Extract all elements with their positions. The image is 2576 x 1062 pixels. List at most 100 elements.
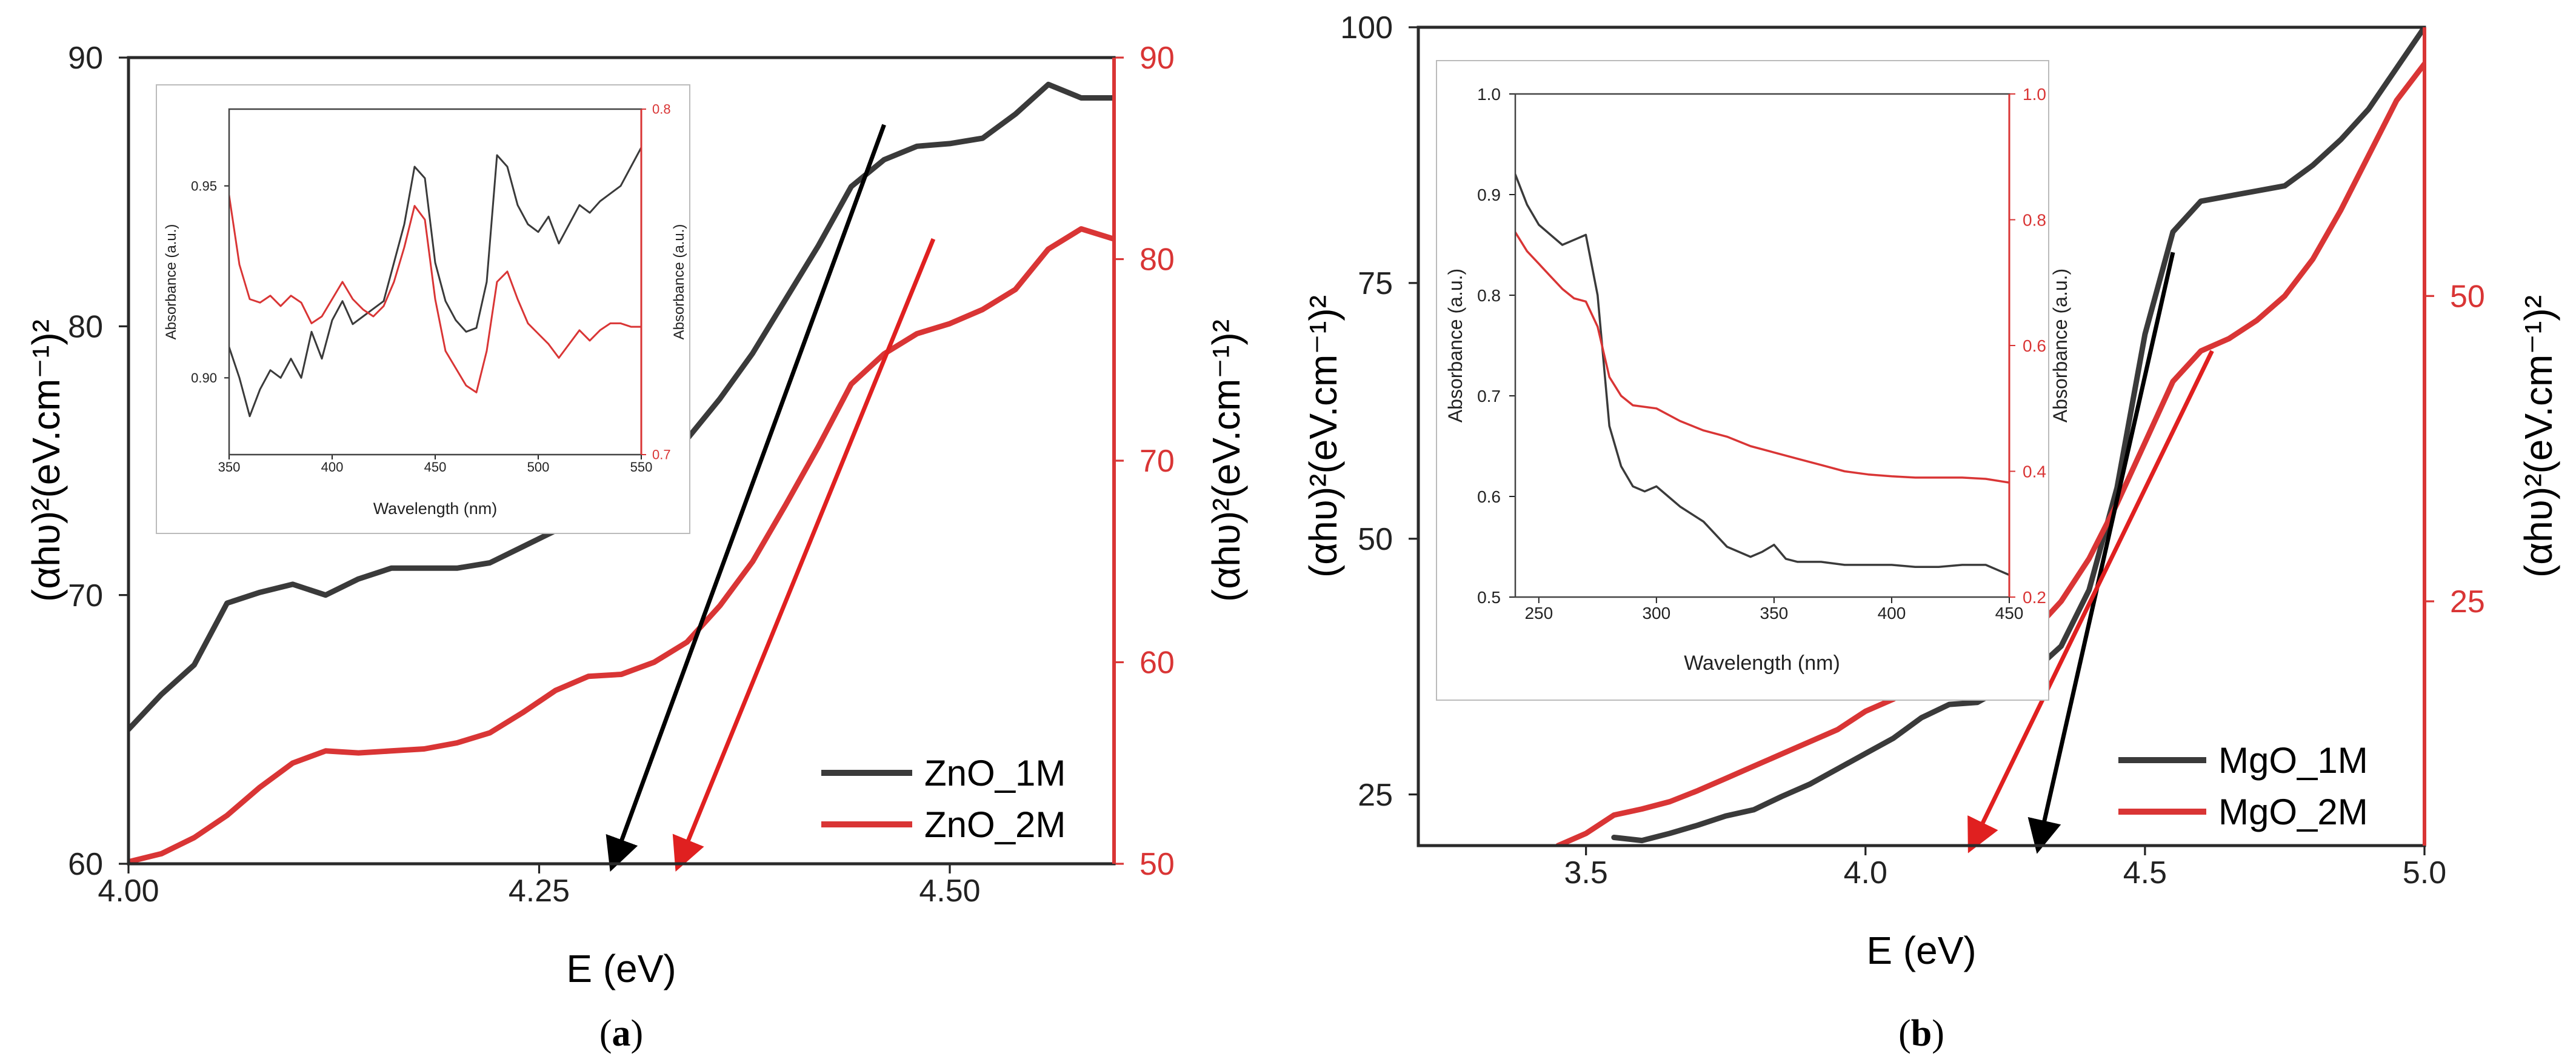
- panel-b-x-tick-label: 5.0: [2403, 855, 2446, 890]
- panel-b-tangent-arrow-red: [1967, 350, 2214, 853]
- panel-a-inset-right-label-group: Absorbance (a.u.): [671, 224, 687, 340]
- panel-a-y-left-tick-label: 80: [68, 310, 103, 345]
- panel-b-x-tick-label: 4.5: [2123, 855, 2167, 890]
- panel-a-inset-ticks: 350 400 450 500 550 0.90 0.95 0.7 0.8: [191, 102, 670, 475]
- panel-a-legend-label-1: ZnO_1M: [924, 753, 1066, 793]
- panel-b-inset-right-label-group: Absorbance (a.u.): [2049, 269, 2071, 422]
- panel-b-x-tick-label: 3.5: [1564, 855, 1608, 890]
- panel-b-inset-y-left-tick-label: 1.0: [1477, 85, 1501, 104]
- panel-a-arrows: [606, 124, 936, 872]
- panel-a-y-right-tick-label: 90: [1140, 41, 1175, 76]
- panel-b-left-y-axis-label: (αhυ)²(eV.cm⁻¹)²: [1301, 295, 1345, 578]
- panel-a-inset-left-y-label: Absorbance (a.u.): [163, 224, 179, 340]
- panel-a-inset-x-tick-label: 500: [527, 459, 550, 475]
- panel-b-inset-y-right-tick-label: 1.0: [2023, 85, 2046, 104]
- panel-a-inset-y-left-tick-label: 0.90: [191, 370, 217, 386]
- panel-b-inset-series: [1515, 173, 2009, 576]
- panel-a-y-left-tick-label: 60: [68, 847, 103, 882]
- panel-b-inset-ticks: 250 300 350 400 450 0.5 0.6 0.7 0.8 0.9 1.0 0.2 0.4 0…: [1477, 85, 2046, 623]
- panel-b-inset-x-axis-label: Wavelength (nm): [1684, 652, 1840, 675]
- panel-b-inset-right-y-label: Absorbance (a.u.): [2049, 269, 2071, 422]
- panel-a-x-axis-label: E (eV): [566, 947, 676, 990]
- panel-a-inset-x-tick-label: 450: [424, 459, 447, 475]
- panel-b-inset-series-mgo-1m: [1515, 173, 2009, 576]
- panel-a-y-right-tick-label: 60: [1140, 646, 1175, 681]
- panel-b-y-left-tick-label: 25: [1358, 778, 1393, 813]
- panel-a-inset-left-label-group: Absorbance (a.u.): [163, 224, 179, 340]
- panel-b-left-y-label-group: (αhυ)²(eV.cm⁻¹)²: [1301, 295, 1345, 578]
- panel-a-main-plot: 4.00 4.25 4.50 60 70 80 90 50 60 70 80 90: [68, 41, 1175, 909]
- panel-a-inset-x-tick-label: 400: [321, 459, 344, 475]
- panel-b-x-axis-label: E (eV): [1866, 929, 1976, 972]
- panel-a-inset: 350 400 450 500 550 0.90 0.95 0.7 0.8 Wavelength…: [156, 84, 690, 534]
- panel-a-inset-y-right-tick-label: 0.7: [652, 447, 671, 463]
- panel-a-tangent-arrow-red: [672, 238, 936, 872]
- panel-b-inset-y-left-tick-label: 0.5: [1477, 588, 1501, 607]
- panel-b-arrows: [1967, 252, 2214, 854]
- panel-b-inset-left-label-group: Absorbance (a.u.): [1444, 269, 1466, 422]
- panel-a-ticks: 4.00 4.25 4.50 60 70 80 90 50 60 70 80 90: [68, 41, 1175, 909]
- panel-a-caption-letter: a: [612, 1013, 631, 1054]
- panel-a-legend-label-2: ZnO_2M: [924, 804, 1066, 845]
- panel-a: 4.00 4.25 4.50 60 70 80 90 50 60 70 80 90 E (eV) (α…: [24, 41, 1248, 1054]
- panel-a-inset-background: [156, 84, 690, 534]
- panel-b-inset-y-right-tick-label: 0.4: [2023, 462, 2046, 481]
- panel-a-left-y-label-group: (αhυ)²(eV.cm⁻¹)²: [24, 319, 68, 602]
- panel-b-y-right-tick-label: 50: [2450, 279, 2485, 314]
- panel-a-inset-x-tick-label: 350: [218, 459, 241, 475]
- panel-b-inset-y-left-tick-label: 0.6: [1477, 487, 1501, 506]
- panel-a-inset-y-right-tick-label: 0.8: [652, 102, 671, 117]
- panel-b-inset: 250 300 350 400 450 0.5 0.6 0.7 0.8 0.9 1.0 0.2 0.4 0…: [1436, 60, 2071, 701]
- panel-b-legend-label-2: MgO_2M: [2218, 792, 2368, 832]
- panel-b-legend: MgO_1M MgO_2M: [2118, 740, 2368, 832]
- panel-b-ticks: 3.5 4.0 4.5 5.0 25 50 75 100 25 50: [1340, 10, 2485, 890]
- panel-a-legend: ZnO_1M ZnO_2M: [821, 753, 1066, 845]
- panel-a-y-right-tick-label: 70: [1140, 444, 1175, 479]
- panel-a-y-right-tick-label: 50: [1140, 847, 1175, 882]
- panel-b-caption-letter: b: [1911, 1013, 1932, 1054]
- panel-b-inset-y-right-tick-label: 0.2: [2023, 588, 2046, 607]
- panel-b-inset-x-tick-label: 350: [1760, 604, 1789, 623]
- panel-b-tangent-arrow-black: [2027, 252, 2175, 854]
- panel-b-inset-x-tick-label: 400: [1878, 604, 1906, 623]
- panel-a-left-y-axis-label: (αhυ)²(eV.cm⁻¹)²: [24, 319, 68, 602]
- panel-b-inset-y-left-tick-label: 0.9: [1477, 185, 1501, 204]
- panel-b-inset-x-tick-label: 450: [1995, 604, 2024, 623]
- panel-b-inset-left-y-label: Absorbance (a.u.): [1444, 269, 1466, 422]
- panel-a-right-y-label-group: (αhυ)²(eV.cm⁻¹)²: [1204, 319, 1248, 602]
- panel-a-inset-y-left-tick-label: 0.95: [191, 178, 217, 193]
- panel-a-y-left-tick-label: 70: [68, 578, 103, 613]
- panel-b-right-y-label-group: (αhυ)²(eV.cm⁻¹)²: [2517, 295, 2560, 578]
- panel-a-x-tick-label: 4.50: [919, 873, 980, 909]
- panel-b-inset-x-tick-label: 250: [1524, 604, 1553, 623]
- panel-a-y-right-tick-label: 80: [1140, 242, 1175, 278]
- panel-b-y-right-tick-label: 25: [2450, 584, 2485, 620]
- panel-b-inset-y-right-tick-label: 0.6: [2023, 336, 2046, 355]
- panel-a-series-zno-2m: [128, 226, 1114, 864]
- panel-a-inset-series-zno-2m: [229, 195, 641, 393]
- panel-b: 3.5 4.0 4.5 5.0 25 50 75 100 25 50 E (eV) (αhυ)²(…: [1301, 10, 2560, 1054]
- panel-b-inset-y-right-tick-label: 0.8: [2023, 210, 2046, 229]
- panel-a-inset-x-axis-label: Wavelength (nm): [373, 499, 498, 518]
- panel-a-inset-series: [229, 146, 641, 418]
- panel-b-caption: (b): [1898, 1013, 1944, 1054]
- panel-b-inset-y-left-tick-label: 0.7: [1477, 387, 1501, 406]
- panel-a-inset-x-tick-label: 550: [630, 459, 653, 475]
- panel-b-y-left-tick-label: 100: [1340, 10, 1393, 45]
- panel-b-inset-y-left-tick-label: 0.8: [1477, 286, 1501, 305]
- panel-a-right-y-axis-label: (αhυ)²(eV.cm⁻¹)²: [1204, 319, 1248, 602]
- panel-a-inset-right-y-label: Absorbance (a.u.): [671, 224, 687, 340]
- panel-b-y-left-tick-label: 50: [1358, 522, 1393, 557]
- panel-b-right-y-axis-label: (αhυ)²(eV.cm⁻¹)²: [2517, 295, 2560, 578]
- panel-a-x-tick-label: 4.25: [509, 873, 570, 909]
- panel-b-inset-background: [1436, 60, 2049, 701]
- panel-b-legend-label-1: MgO_1M: [2218, 740, 2368, 781]
- panel-b-inset-x-tick-label: 300: [1642, 604, 1670, 623]
- panel-b-inset-series-mgo-2m: [1515, 231, 2009, 484]
- panel-a-caption: (a): [599, 1013, 643, 1054]
- panel-b-y-left-tick-label: 75: [1358, 266, 1393, 301]
- panel-a-x-tick-label: 4.00: [98, 873, 159, 909]
- panel-a-inset-series-zno-1m: [229, 146, 641, 418]
- panel-b-x-tick-label: 4.0: [1844, 855, 1887, 890]
